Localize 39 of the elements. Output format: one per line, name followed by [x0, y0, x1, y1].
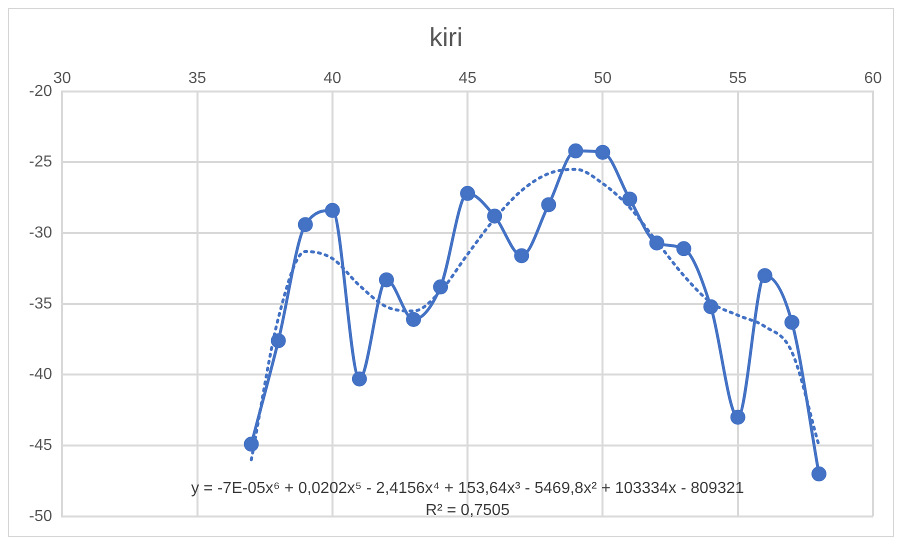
point — [487, 208, 502, 224]
point — [270, 333, 286, 348]
point — [676, 241, 692, 256]
point — [649, 235, 664, 250]
point — [541, 197, 556, 212]
point — [298, 217, 313, 232]
x-tick-label: 30 — [53, 70, 72, 88]
x-tick-label: 55 — [728, 70, 747, 88]
point — [406, 312, 422, 327]
point — [730, 410, 746, 425]
point — [433, 279, 448, 294]
x-tick-label: 60 — [864, 70, 882, 88]
chart-title: kiri — [429, 22, 463, 52]
annotation: y = -7E-05x⁶ + 0,0202x⁵ - 2,4156x⁴ + 153,64x³ - 5469,8x² + 103334x - 809321 — [191, 480, 744, 497]
y-tick-label: -45 — [29, 436, 52, 454]
point — [568, 143, 584, 158]
point — [324, 202, 340, 218]
x-tick-label: 50 — [594, 70, 612, 88]
point — [784, 314, 800, 330]
point — [514, 248, 530, 264]
point — [352, 371, 367, 386]
point — [622, 192, 638, 207]
x-tick-label: 40 — [324, 70, 342, 88]
point — [595, 144, 610, 160]
y-tick-label: -50 — [29, 508, 52, 525]
y-tick-label: -40 — [29, 366, 52, 384]
point — [811, 466, 826, 482]
y-tick-label: -20 — [29, 82, 52, 100]
point — [703, 299, 718, 314]
y-tick-label: -30 — [29, 224, 52, 242]
point — [378, 272, 394, 288]
annotation: R² = 0,7505 — [426, 502, 510, 519]
point — [757, 268, 772, 284]
point — [244, 436, 259, 452]
x-tick-label: 45 — [458, 70, 477, 88]
y-tick-label: -35 — [29, 295, 52, 312]
x-tick-label: 35 — [188, 70, 206, 88]
y-tick-label: -25 — [29, 154, 52, 171]
point — [460, 186, 476, 201]
